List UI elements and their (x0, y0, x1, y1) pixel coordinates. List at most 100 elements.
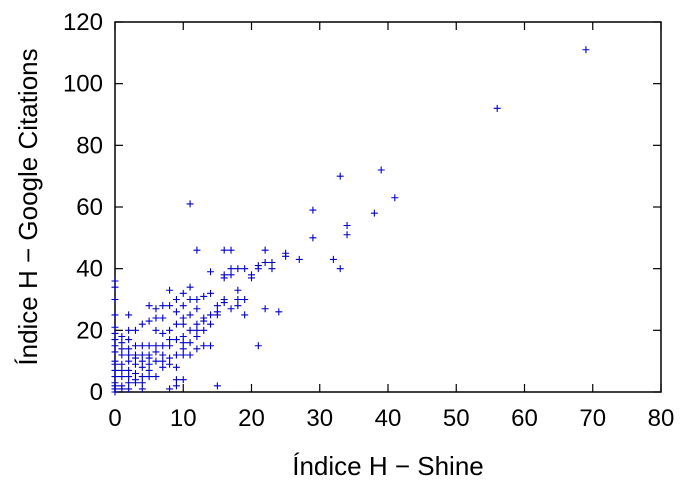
data-point (295, 255, 303, 263)
data-point (152, 373, 160, 381)
data-point (186, 311, 194, 319)
data-point (125, 326, 133, 334)
data-point (145, 302, 153, 310)
data-point (275, 308, 283, 316)
data-point (207, 268, 215, 276)
y-tick-label: 40 (76, 256, 103, 283)
data-point (336, 265, 344, 273)
data-point (193, 246, 201, 254)
data-point (125, 379, 133, 387)
data-point (152, 326, 160, 334)
data-point (166, 336, 174, 344)
data-point (172, 382, 180, 390)
y-tick-label: 80 (76, 132, 103, 159)
data-point (213, 382, 221, 390)
data-point (166, 354, 174, 362)
data-point (111, 388, 119, 396)
data-point (172, 351, 180, 359)
data-point (145, 354, 153, 362)
data-point (193, 345, 201, 353)
data-point (220, 246, 228, 254)
data-point (254, 265, 262, 273)
data-point (179, 320, 187, 328)
data-point (261, 246, 269, 254)
data-point (152, 348, 160, 356)
data-point (268, 265, 276, 273)
data-point (234, 296, 242, 303)
data-point (125, 357, 133, 365)
data-point (172, 296, 180, 303)
data-point (125, 366, 133, 374)
data-point (186, 339, 194, 347)
data-point (159, 329, 167, 337)
data-point (186, 351, 194, 359)
tick-labels: 0 10 20 30 40 50 60 70 80 0 20 40 60 80 100 120 (63, 9, 674, 432)
data-point (193, 296, 201, 303)
data-point (118, 345, 126, 353)
data-point (159, 351, 167, 359)
data-point (220, 271, 228, 279)
data-point (125, 373, 133, 381)
data-point (241, 265, 249, 273)
data-point (138, 357, 146, 365)
data-point (186, 200, 194, 208)
data-point (234, 286, 242, 294)
data-point (118, 366, 126, 374)
data-point (125, 345, 133, 353)
data-point (131, 376, 139, 384)
data-point (138, 385, 146, 393)
data-point (193, 326, 201, 334)
data-point (282, 252, 290, 260)
data-point (111, 373, 119, 381)
data-point (111, 311, 119, 319)
axis-ticks (114, 21, 662, 393)
data-point (227, 271, 235, 279)
data-point (145, 317, 153, 325)
data-point (172, 320, 180, 328)
data-point (582, 46, 590, 54)
y-tick-label: 0 (90, 379, 103, 406)
y-axis-label: Índice H − Google Citations (13, 48, 43, 365)
data-point (125, 351, 133, 359)
data-point (227, 305, 235, 313)
y-tick-label: 60 (76, 194, 103, 221)
data-point (111, 329, 119, 337)
data-point (111, 277, 119, 285)
data-point (179, 345, 187, 353)
data-point (207, 289, 215, 297)
data-point (152, 314, 160, 322)
data-point (131, 354, 139, 362)
data-point (118, 385, 126, 393)
data-point (145, 360, 153, 368)
data-point (241, 311, 249, 319)
data-point (186, 296, 194, 303)
data-point (207, 311, 215, 319)
data-point (179, 339, 187, 347)
data-point (234, 265, 242, 273)
data-point (377, 166, 385, 174)
data-point (200, 317, 208, 325)
x-tick-label: 40 (375, 405, 402, 432)
data-point (138, 320, 146, 328)
data-point (207, 342, 215, 350)
data-point (152, 342, 160, 350)
x-tick-label: 60 (511, 405, 538, 432)
data-point (118, 333, 126, 340)
data-point (343, 222, 351, 229)
data-point (166, 342, 174, 350)
data-points (111, 46, 590, 396)
y-tick-label: 100 (63, 71, 103, 98)
data-point (329, 255, 337, 263)
data-point (138, 373, 146, 381)
data-point (193, 333, 201, 340)
data-point (234, 302, 242, 310)
data-point (200, 342, 208, 350)
x-tick-label: 50 (443, 405, 470, 432)
data-point (179, 302, 187, 310)
data-point (111, 296, 119, 303)
data-point (343, 231, 351, 239)
data-point (145, 366, 153, 374)
data-point (159, 302, 167, 310)
data-point (111, 360, 119, 368)
